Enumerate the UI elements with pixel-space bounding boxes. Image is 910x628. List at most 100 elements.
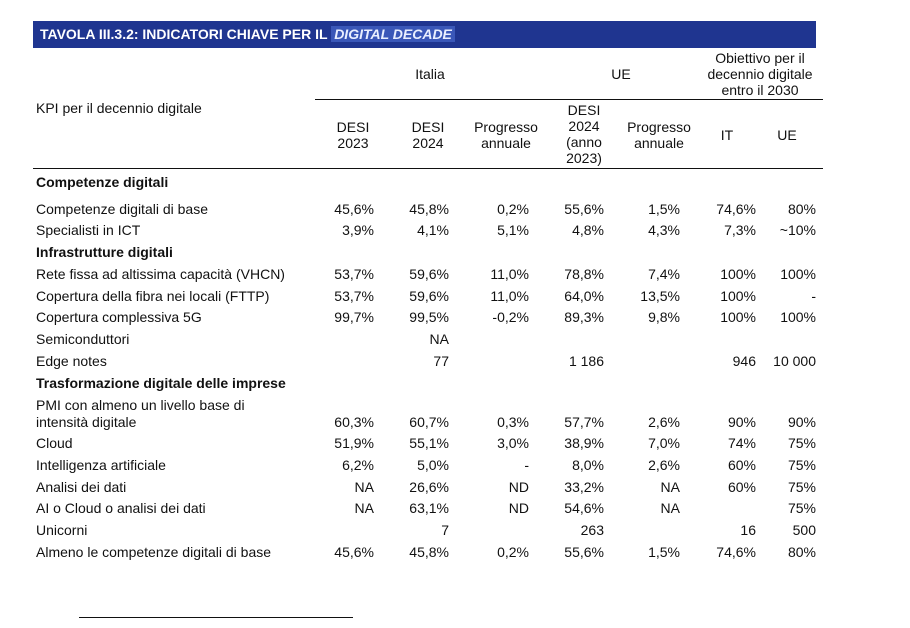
row-label: Cloud — [36, 435, 73, 451]
cell-target-it: 60% — [727, 457, 756, 473]
cell-desi2023: 6,2% — [342, 457, 374, 473]
table-title-highlight: DIGITAL DECADE — [331, 26, 455, 42]
row-label: AI o Cloud o analisi dei dati — [36, 500, 206, 516]
cell-target-it: 100% — [720, 266, 756, 282]
cell-target-it: 74,6% — [716, 201, 756, 217]
header-bottom-rule — [33, 168, 823, 169]
row-label-line2: intensità digitale — [36, 414, 137, 430]
col-ue-desi-line1: DESI — [567, 102, 601, 118]
row-label: Intelligenza artificiale — [36, 457, 166, 473]
cell-target-ue: 500 — [792, 522, 816, 538]
row-label: Rete fissa ad altissima capacità (VHCN) — [36, 266, 285, 282]
cell-ue-desi: 8,0% — [572, 457, 604, 473]
cell-progresso-ue: 4,3% — [648, 222, 680, 238]
cell-desi2024: 99,5% — [409, 309, 449, 325]
cell-progresso-it: - — [524, 457, 529, 473]
section-trasformazione: Trasformazione digitale delle imprese — [36, 375, 286, 391]
cell-ue-desi: 33,2% — [564, 479, 604, 495]
cell-ue-desi: 263 — [580, 522, 604, 538]
cell-target-it: 90% — [727, 414, 756, 430]
cell-target-ue: 100% — [780, 266, 816, 282]
col-progresso-it-line1: Progresso — [474, 119, 538, 135]
cell-desi2023: 3,9% — [342, 222, 374, 238]
row-label: Almeno le competenze digitali di base — [36, 544, 272, 560]
cell-desi2023: NA — [354, 500, 374, 516]
cell-desi2024: 45,8% — [409, 544, 449, 560]
cell-target-it: 946 — [732, 353, 756, 369]
row-label: Copertura complessiva 5G — [36, 309, 202, 325]
col-desi2023-line2: 2023 — [337, 135, 369, 151]
row-label: Semiconduttori — [36, 331, 130, 347]
row-label: PMI con almeno un livello base di — [36, 397, 245, 413]
cell-target-it: 74% — [727, 435, 756, 451]
group-header-obiettivo-1: Obiettivo per il — [715, 50, 805, 66]
cell-desi2023: 99,7% — [334, 309, 374, 325]
cell-ue-desi: 89,3% — [564, 309, 604, 325]
cell-desi2024: 4,1% — [417, 222, 449, 238]
cell-desi2024: 26,6% — [409, 479, 449, 495]
cell-progresso-ue: 9,8% — [648, 309, 680, 325]
cell-ue-desi: 38,9% — [564, 435, 604, 451]
col-ue-desi-line3: (anno — [566, 134, 602, 150]
col-it: IT — [720, 127, 734, 143]
col-desi2024-line1: DESI — [411, 119, 445, 135]
cell-target-ue: 75% — [787, 435, 816, 451]
cell-ue-desi: 55,6% — [564, 201, 604, 217]
cell-desi2024: 60,7% — [409, 414, 449, 430]
cell-target-it: 16 — [740, 522, 756, 538]
cell-target-it: 60% — [727, 479, 756, 495]
cell-ue-desi: 57,7% — [564, 414, 604, 430]
group-header-obiettivo-2: decennio digitale — [707, 66, 813, 82]
table-title: TAVOLA III.3.2: INDICATORI CHIAVE PER IL… — [33, 21, 816, 48]
row-label: Copertura della fibra nei locali (FTTP) — [36, 288, 270, 304]
group-header-ue: UE — [611, 66, 631, 82]
cell-progresso-ue: 1,5% — [648, 201, 680, 217]
cell-target-ue: ~10% — [779, 222, 816, 238]
cell-progresso-ue: 7,4% — [648, 266, 680, 282]
cell-desi2023: 45,6% — [334, 201, 374, 217]
row-label: Specialisti in ICT — [36, 222, 141, 238]
cell-progresso-ue: 2,6% — [648, 457, 680, 473]
cell-desi2023: 60,3% — [334, 414, 374, 430]
table-title-prefix: TAVOLA III.3.2: INDICATORI CHIAVE PER IL — [40, 26, 332, 42]
col-ue: UE — [777, 127, 797, 143]
cell-desi2024: 59,6% — [409, 288, 449, 304]
cell-desi2024: 59,6% — [409, 266, 449, 282]
cell-target-ue: 75% — [787, 479, 816, 495]
footnote-separator — [79, 617, 353, 618]
cell-ue-desi: 54,6% — [564, 500, 604, 516]
row-label: Unicorni — [36, 522, 88, 538]
cell-target-ue: - — [811, 288, 816, 304]
row-label: Competenze digitali di base — [36, 201, 208, 217]
col-progresso-ue-line1: Progresso — [627, 119, 691, 135]
cell-target-ue: 100% — [780, 309, 816, 325]
cell-desi2024: 77 — [433, 353, 449, 369]
cell-target-ue: 10 000 — [773, 353, 816, 369]
cell-progresso-it: 11,0% — [490, 288, 529, 304]
cell-target-ue: 80% — [787, 201, 816, 217]
cell-progresso-it: 5,1% — [497, 222, 529, 238]
col-progresso-it-line2: annuale — [481, 135, 531, 151]
cell-progresso-ue: NA — [660, 500, 680, 516]
header-rule — [315, 99, 823, 100]
col-ue-desi-line4: 2023) — [566, 150, 602, 166]
cell-progresso-it: 0,2% — [497, 201, 529, 217]
cell-ue-desi: 4,8% — [572, 222, 604, 238]
col-desi2024-line2: 2024 — [412, 135, 444, 151]
cell-ue-desi: 64,0% — [564, 288, 604, 304]
cell-desi2023: 45,6% — [334, 544, 374, 560]
cell-progresso-ue: NA — [660, 479, 680, 495]
row-label: Edge notes — [36, 353, 107, 369]
col-ue-desi-line2: 2024 — [568, 118, 600, 134]
cell-target-ue: 75% — [787, 500, 816, 516]
cell-progresso-ue: 1,5% — [648, 544, 680, 560]
cell-progresso-it: 0,2% — [497, 544, 529, 560]
group-header-italia: Italia — [415, 66, 445, 82]
cell-desi2024: 63,1% — [409, 500, 449, 516]
cell-desi2024: NA — [429, 331, 449, 347]
kpi-header: KPI per il decennio digitale — [36, 100, 202, 116]
cell-target-it: 100% — [720, 309, 756, 325]
cell-desi2024: 5,0% — [417, 457, 449, 473]
col-progresso-ue-line2: annuale — [634, 135, 684, 151]
cell-target-it: 7,3% — [724, 222, 756, 238]
